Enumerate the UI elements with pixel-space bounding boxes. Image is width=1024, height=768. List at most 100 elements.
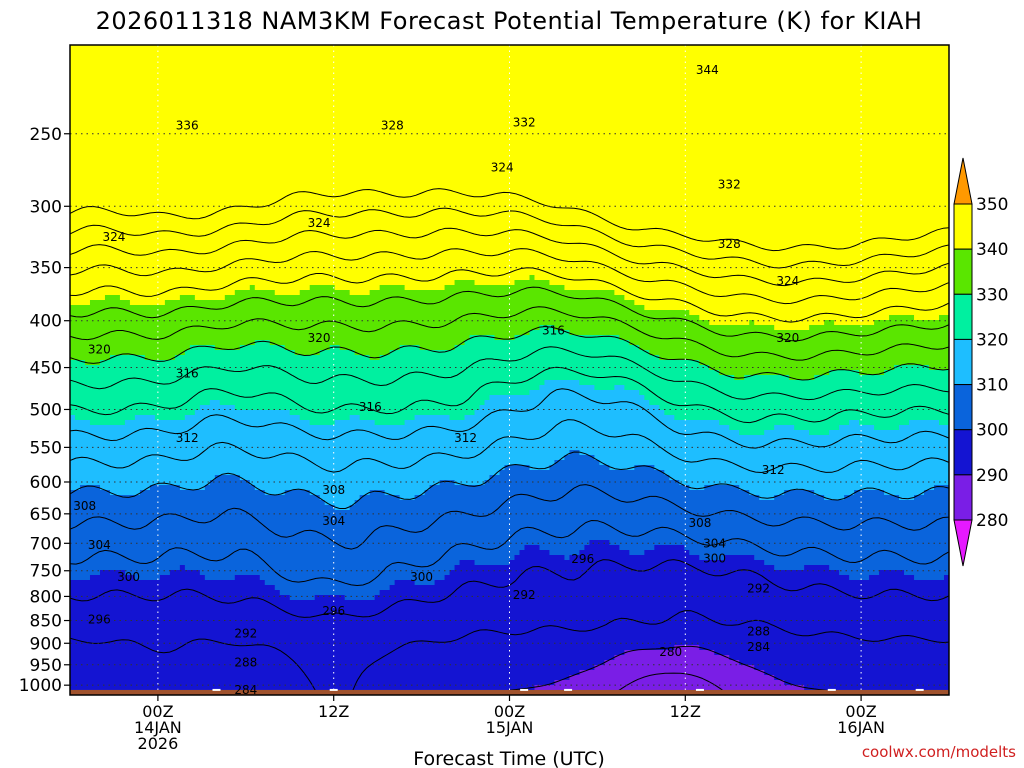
contour-fill-cell	[909, 420, 940, 426]
contour-fill-cell	[70, 545, 526, 551]
y-tick-label: 700	[30, 534, 62, 554]
contour-fill-cell	[524, 545, 541, 551]
contour-fill-cell	[474, 560, 511, 566]
contour-fill-cell	[70, 660, 605, 666]
plot-area: 344 336 328 332 324 332 324 324 328 324 316 320 320 3…	[70, 45, 949, 695]
contour-fill-cell	[70, 135, 949, 141]
contour-fill-cell	[314, 595, 346, 601]
y-tick-label: 1000	[19, 676, 62, 696]
contour-fill-cell	[679, 480, 949, 486]
contour-fill-cell	[939, 315, 949, 321]
contour-fill-cell	[70, 565, 181, 571]
contour-fill-cell	[539, 545, 586, 551]
contour-fill-cell	[204, 485, 256, 491]
contour-fill-cell	[89, 420, 126, 426]
contour-fill-cell	[774, 425, 795, 431]
contour-fill-cell	[70, 585, 276, 591]
contour-fill-cell	[354, 500, 949, 506]
contour-fill-cell	[579, 380, 949, 386]
contour-fill-cell	[504, 465, 531, 471]
x-tick-label: 15JAN	[486, 718, 534, 737]
contour-fill-cell	[529, 330, 571, 336]
contour-fill-cell	[924, 490, 949, 496]
contour-fill-cell	[789, 375, 815, 381]
contour-fill-cell	[859, 370, 885, 376]
contour-fill-cell	[104, 295, 121, 301]
contour-fill-cell	[784, 680, 949, 686]
contour-fill-cell	[724, 555, 755, 561]
contour-fill-cell	[339, 345, 401, 351]
contour-fill-cell	[714, 650, 949, 656]
contour-fill-cell	[704, 485, 740, 491]
contour-fill-cell	[189, 345, 216, 351]
contour-fill-cell	[179, 565, 186, 571]
contour-label: 280	[659, 645, 682, 659]
contour-fill-cell	[394, 580, 416, 586]
contour-fill-cell	[294, 350, 321, 356]
contour-fill-cell	[70, 540, 591, 546]
contour-fill-cell	[204, 575, 236, 581]
contour-label: 324	[308, 216, 331, 230]
contour-fill-cell	[309, 285, 336, 291]
contour-label: 304	[703, 536, 726, 550]
contour-fill-cell	[119, 295, 181, 301]
contour-fill-cell	[514, 335, 620, 341]
contour-label: 304	[88, 538, 111, 552]
contour-fill-cell	[129, 300, 166, 306]
contour-fill-cell	[934, 485, 949, 491]
contour-fill-cell	[74, 415, 136, 421]
contour-fill-cell	[454, 280, 476, 286]
contour-fill-cell	[249, 285, 256, 291]
contour-line-326	[70, 346, 949, 401]
credit-link[interactable]: coolwx.com/modelts	[862, 743, 1016, 761]
contour-fill-cell	[554, 680, 785, 686]
contour-fill-cell	[184, 350, 296, 356]
contour-fill-cell	[689, 550, 949, 556]
contour-fill-cell	[70, 600, 949, 606]
ground-strip	[70, 688, 949, 695]
contour-fill-cell	[84, 360, 101, 366]
contour-fill-cell	[109, 490, 141, 496]
colorbar-segment	[953, 338, 973, 386]
x-tick-label: 00Z	[494, 702, 525, 721]
contour-fill-cell	[899, 495, 915, 501]
contour-fill-cell	[389, 350, 650, 356]
contour-fill-cell	[639, 345, 949, 351]
contour-fill-cell	[70, 515, 949, 521]
contour-label: 332	[513, 115, 536, 129]
contour-label: 324	[491, 160, 514, 174]
contour-line-294	[70, 610, 949, 695]
contour-fill-cell	[464, 415, 675, 421]
contour-fill-cell	[809, 325, 949, 331]
contour-fill-cell	[70, 110, 949, 116]
contour-fill-cell	[70, 330, 531, 336]
contour-fill-cell	[359, 495, 401, 501]
y-tick-label: 250	[30, 125, 62, 145]
contour-fill-cell	[669, 475, 949, 481]
contour-fill-cell	[814, 490, 855, 496]
contour-fill-cell	[594, 665, 755, 671]
contour-fill-cell	[404, 420, 720, 426]
contour-fill-cell	[369, 490, 386, 496]
contour-fill-cell	[554, 325, 775, 331]
contour-label: 324	[102, 230, 125, 244]
contour-label: 324	[776, 274, 799, 288]
contour-label: 320	[88, 342, 111, 356]
contour-fill-cell	[70, 375, 735, 381]
contour-fill-cell	[70, 575, 91, 581]
contour-fill-cell	[699, 555, 725, 561]
contour-fill-cell	[214, 475, 241, 481]
grid-lines	[70, 45, 949, 695]
contour-fill-cell	[70, 420, 91, 426]
contour-fill-cell	[414, 495, 760, 501]
contour-fill-cell	[859, 420, 910, 426]
contour-fill-cell	[589, 540, 610, 546]
contour-fill-cell	[329, 345, 341, 351]
contour-line-306	[70, 484, 949, 550]
contour-fill-cell	[564, 555, 571, 561]
contour-fill-cell	[579, 450, 949, 456]
contour-fill-cell	[70, 360, 86, 366]
contour-fill-cell	[534, 275, 949, 281]
contour-fill-cell	[70, 325, 541, 331]
